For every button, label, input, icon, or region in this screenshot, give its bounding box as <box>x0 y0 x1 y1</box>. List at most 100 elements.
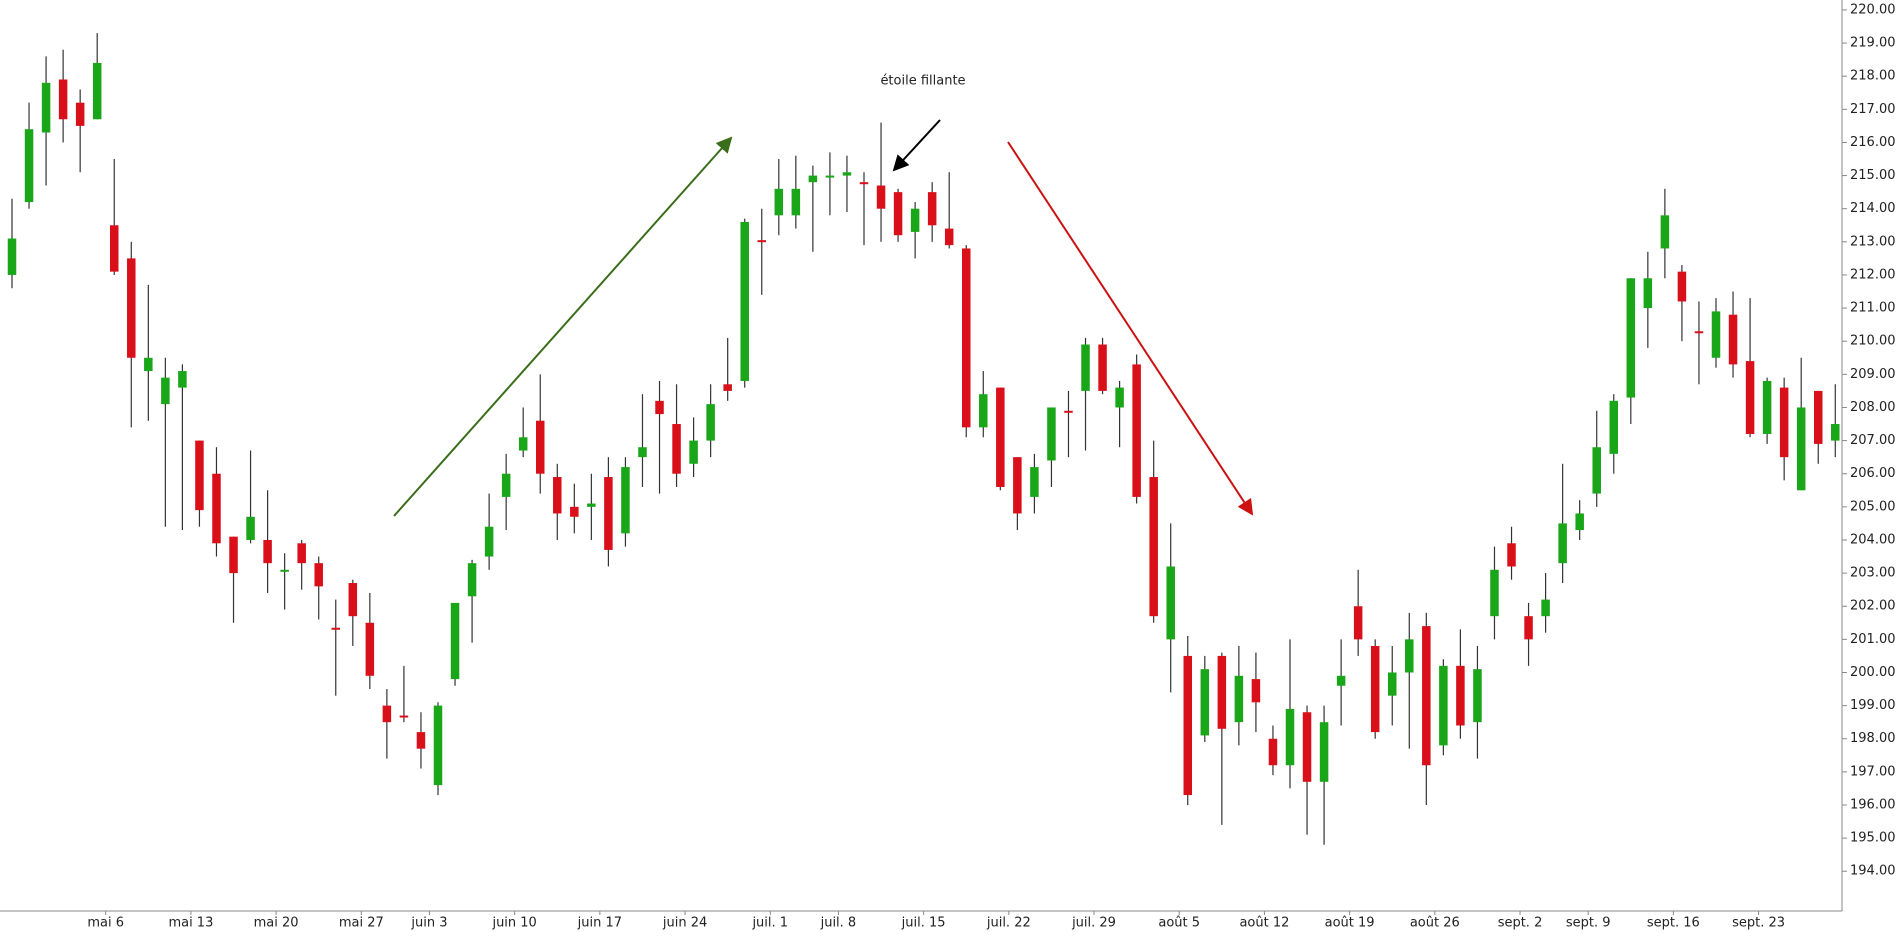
candle-body <box>1115 387 1124 408</box>
x-tick-label: juin 17 <box>577 916 622 931</box>
candle-body <box>1456 665 1465 726</box>
candle-body <box>1745 361 1755 434</box>
candle-body <box>689 440 698 464</box>
candle-body <box>1711 311 1721 358</box>
candle-body <box>1473 669 1482 723</box>
x-tick-label: juin 24 <box>662 916 707 931</box>
candle-body <box>1694 331 1704 334</box>
candle-body <box>1558 523 1567 564</box>
candle-body <box>1643 278 1653 309</box>
y-tick-label: 196.00 <box>1850 797 1896 812</box>
candle-body <box>553 477 562 514</box>
x-tick-label: sept. 23 <box>1732 916 1785 931</box>
candle-body <box>825 175 835 178</box>
candle-body <box>587 503 596 507</box>
candle-body <box>1149 477 1158 617</box>
trend-arrow-down <box>1007 141 1254 516</box>
x-tick-label: juil. 29 <box>1071 916 1116 931</box>
candle-body <box>1013 457 1022 514</box>
candle-body <box>1336 675 1346 686</box>
candle-body <box>1677 271 1687 302</box>
y-tick-label: 208.00 <box>1850 400 1896 415</box>
candle-body <box>842 172 852 176</box>
candle-body <box>757 240 767 243</box>
candle-body <box>638 447 647 458</box>
y-tick-label: 211.00 <box>1850 301 1896 316</box>
trend-arrow-up <box>393 136 733 517</box>
y-tick-label: 206.00 <box>1850 466 1896 481</box>
candle-body <box>1592 447 1601 494</box>
candle-body <box>1728 314 1738 365</box>
candle-body <box>1831 424 1840 441</box>
annotation-arrow <box>892 119 941 172</box>
candle-body <box>1251 679 1261 703</box>
candle-body <box>280 569 289 572</box>
candle-body <box>1132 364 1141 497</box>
candle-body <box>501 473 511 497</box>
candle-body <box>127 258 136 358</box>
candle-body <box>876 185 886 209</box>
candle-body <box>467 563 477 597</box>
candle-body <box>1387 672 1397 696</box>
candle-body <box>961 248 971 428</box>
candle-body <box>1796 407 1806 491</box>
y-tick-label: 207.00 <box>1850 433 1896 448</box>
y-tick-label: 219.00 <box>1850 36 1896 51</box>
candle-body <box>1047 407 1056 461</box>
y-tick-label: 209.00 <box>1850 367 1896 382</box>
candle-body <box>1217 655 1227 729</box>
candle-body <box>1064 410 1073 413</box>
candle-body <box>1319 722 1329 782</box>
x-tick-label: sept. 9 <box>1566 916 1611 931</box>
y-tick-label: 204.00 <box>1850 532 1896 547</box>
candle-body <box>24 129 34 203</box>
candle-body <box>655 400 664 415</box>
candle-body <box>1268 738 1278 766</box>
candle-body <box>416 732 426 749</box>
candle-body <box>161 377 170 405</box>
y-tick-label: 218.00 <box>1850 69 1896 84</box>
y-tick-label: 195.00 <box>1850 831 1896 846</box>
candle-body <box>1439 665 1448 746</box>
x-tick-label: juin 10 <box>491 916 536 931</box>
candle-body <box>1660 215 1670 249</box>
x-tick-label: mai 27 <box>339 916 384 931</box>
candle-body <box>740 221 749 381</box>
candle-body <box>604 477 613 550</box>
candle-body <box>144 357 153 372</box>
candle-body <box>178 371 187 388</box>
candle-body <box>450 602 460 680</box>
y-tick-label: 198.00 <box>1850 731 1896 746</box>
candle-body <box>1575 513 1584 531</box>
candle-body <box>621 467 630 534</box>
candle-body <box>1166 566 1175 640</box>
x-tick-label: juil. 1 <box>751 916 788 931</box>
x-tick-label: août 26 <box>1410 916 1460 931</box>
y-tick-label: 201.00 <box>1850 632 1896 647</box>
candle-body <box>263 539 272 564</box>
y-tick-label: 212.00 <box>1850 267 1896 282</box>
candle-body <box>1081 344 1090 391</box>
candle-body <box>944 228 954 246</box>
candle-body <box>979 394 988 428</box>
y-tick-label: 214.00 <box>1850 201 1896 216</box>
candle-body <box>672 424 681 474</box>
y-tick-label: 210.00 <box>1850 334 1896 349</box>
candle-body <box>893 192 903 236</box>
candle-body <box>1609 400 1619 454</box>
candle-body <box>246 516 255 540</box>
candle-body <box>1626 278 1636 398</box>
x-tick-label: juil. 8 <box>820 916 857 931</box>
x-tick-label: août 5 <box>1158 916 1200 931</box>
candle-body <box>7 238 17 275</box>
candle-body <box>808 175 818 183</box>
candle-body <box>212 473 221 544</box>
annotation: étoile fillante <box>880 74 965 89</box>
candle-body <box>1285 708 1295 766</box>
candle-body <box>774 188 784 216</box>
y-tick-label: 216.00 <box>1850 135 1896 150</box>
candle-body <box>1541 599 1550 617</box>
candle-body <box>859 182 869 185</box>
x-tick-label: sept. 16 <box>1647 916 1700 931</box>
